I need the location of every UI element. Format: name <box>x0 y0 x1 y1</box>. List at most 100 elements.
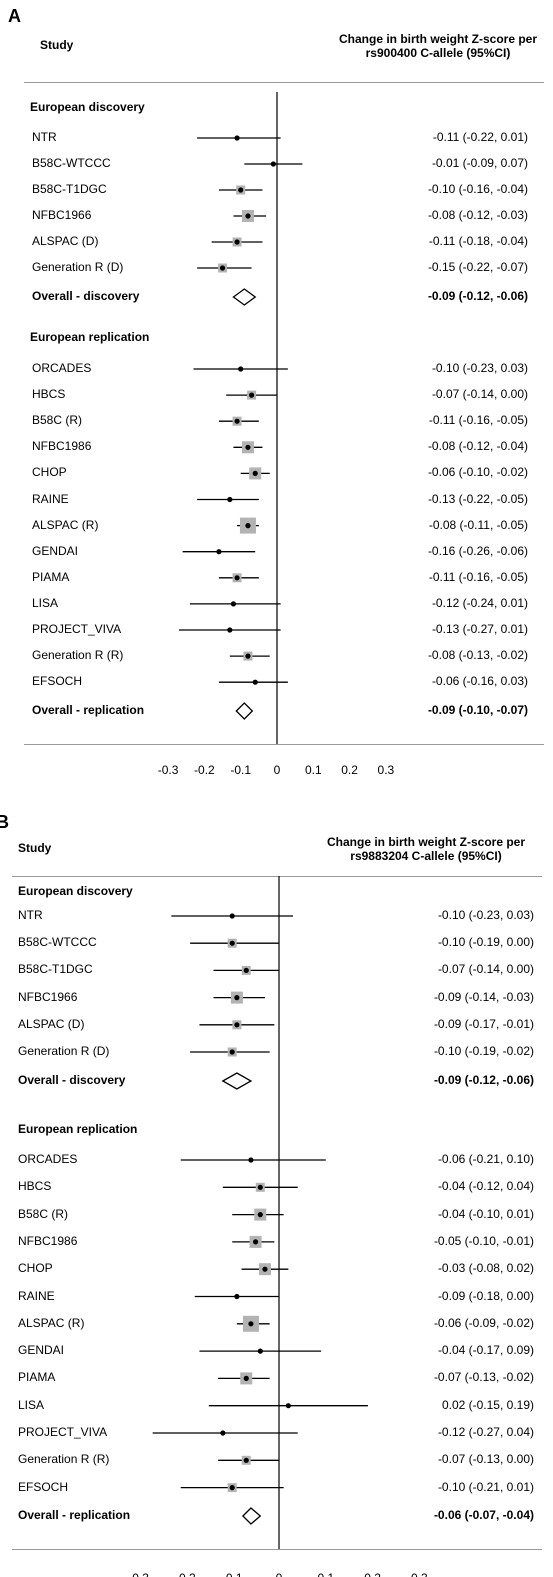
point-estimate <box>252 679 258 685</box>
estimate-ci-text: -0.08 (-0.13, -0.02) <box>427 648 528 663</box>
point-estimate <box>243 967 249 973</box>
point-estimate <box>234 239 240 245</box>
study-name: HBCS <box>32 387 66 402</box>
estimate-ci-text: -0.10 (-0.16, -0.04) <box>427 182 528 196</box>
estimate-ci-text: -0.08 (-0.11, -0.05) <box>428 517 528 532</box>
x-tick-label: 0.2 <box>364 1571 381 1577</box>
x-tick-label: -0.3 <box>158 763 179 777</box>
point-estimate <box>234 1293 240 1300</box>
estimate-ci-text: -0.06 (-0.09, -0.02) <box>433 1315 534 1330</box>
x-tick-label: -0.1 <box>230 763 251 777</box>
estimate-ci-text: -0.05 (-0.10, -0.01) <box>433 1233 534 1248</box>
study-name: RAINE <box>32 491 69 506</box>
overall-label: Overall - discovery <box>18 1073 126 1087</box>
estimate-ci-text: -0.06 (-0.21, 0.10) <box>437 1152 534 1166</box>
estimate-ci-text: -0.09 (-0.12, -0.06) <box>433 1073 534 1087</box>
point-estimate <box>216 549 222 555</box>
point-estimate <box>234 575 240 581</box>
estimate-ci-text: -0.04 (-0.12, 0.04) <box>437 1179 534 1194</box>
x-tick-label: -0.2 <box>194 763 215 777</box>
study-name: Generation R (D) <box>32 260 124 274</box>
point-estimate <box>220 1430 226 1436</box>
study-name: LISA <box>18 1397 45 1412</box>
estimate-ci-text: -0.10 (-0.23, 0.03) <box>437 908 534 922</box>
effect-header-line-2: rs9883204 C-allele (95%CI) <box>350 849 502 863</box>
x-tick-label: 0.1 <box>305 763 322 777</box>
estimate-ci-text: -0.11 (-0.18, -0.04) <box>428 234 528 248</box>
study-column-header: Study <box>18 841 52 855</box>
bottom-rule <box>12 1549 542 1550</box>
study-name: CHOP <box>18 1261 53 1276</box>
effect-column-header: Change in birth weight Z-score per rs988… <box>306 835 546 863</box>
estimate-ci-text: -0.10 (-0.19, 0.00) <box>437 935 534 950</box>
estimate-ci-text: -0.04 (-0.17, 0.09) <box>437 1343 534 1358</box>
study-name: GENDAI <box>18 1343 65 1358</box>
pooled-estimate-diamond <box>235 702 254 720</box>
pooled-estimate-diamond <box>221 1072 253 1090</box>
x-tick-label: -0.1 <box>222 1571 243 1577</box>
point-estimate <box>245 444 251 450</box>
study-name: ORCADES <box>32 361 92 375</box>
estimate-ci-text: -0.10 (-0.21, 0.01) <box>437 1479 534 1494</box>
effect-header-line-2: rs900400 C-allele (95%CI) <box>365 46 511 60</box>
point-estimate <box>229 940 235 946</box>
study-name: B58C-WTCCC <box>32 156 111 170</box>
study-name: PIAMA <box>18 1370 56 1385</box>
pooled-estimate-diamond <box>232 288 257 306</box>
point-estimate <box>234 1022 240 1028</box>
estimate-ci-text: -0.07 (-0.13, 0.00) <box>437 1452 534 1467</box>
study-name: CHOP <box>32 465 67 480</box>
point-estimate <box>248 1157 254 1163</box>
top-rule <box>24 82 544 83</box>
study-name: NFBC1986 <box>18 1233 78 1248</box>
point-estimate <box>238 187 244 193</box>
point-estimate <box>285 1403 291 1409</box>
point-estimate <box>253 1239 259 1245</box>
study-name: NTR <box>18 908 43 922</box>
point-estimate <box>234 135 240 141</box>
point-estimate <box>245 523 251 529</box>
point-estimate <box>257 1348 263 1354</box>
estimate-ci-text: -0.07 (-0.14, 0.00) <box>431 387 528 402</box>
study-name: B58C (R) <box>32 413 83 428</box>
top-rule <box>12 876 542 877</box>
estimate-ci-text: -0.03 (-0.08, 0.02) <box>437 1261 534 1276</box>
estimate-ci-text: -0.09 (-0.14, -0.03) <box>433 989 534 1004</box>
estimate-ci-text: -0.11 (-0.22, 0.01) <box>432 130 528 144</box>
point-estimate <box>229 1485 235 1491</box>
overall-label: Overall - replication <box>18 1508 131 1522</box>
study-name: HBCS <box>18 1179 52 1194</box>
overall-label: Overall - replication <box>32 703 145 717</box>
estimate-ci-text: -0.10 (-0.19, -0.02) <box>433 1044 534 1058</box>
point-estimate <box>227 627 233 633</box>
study-name: EFSOCH <box>32 674 83 689</box>
study-name: B58C-WTCCC <box>18 935 97 950</box>
bottom-rule <box>24 744 544 745</box>
study-name: ORCADES <box>18 1152 78 1166</box>
study-name: B58C-T1DGC <box>18 962 93 977</box>
estimate-ci-text: -0.10 (-0.23, 0.03) <box>431 361 528 375</box>
study-name: NTR <box>32 130 57 144</box>
estimate-ci-text: -0.11 (-0.16, -0.05) <box>428 413 528 428</box>
estimate-ci-text: -0.11 (-0.16, -0.05) <box>428 569 528 584</box>
x-tick-label: 0.3 <box>378 763 395 777</box>
study-name: Generation R (R) <box>32 648 124 663</box>
point-estimate <box>248 1321 254 1327</box>
point-estimate <box>252 470 258 476</box>
point-estimate <box>227 496 233 503</box>
estimate-ci-text: -0.04 (-0.10, 0.01) <box>437 1206 534 1221</box>
estimate-ci-text: -0.13 (-0.27, 0.01) <box>431 622 528 636</box>
estimate-ci-text: -0.09 (-0.12, -0.06) <box>427 289 528 303</box>
point-estimate <box>234 995 240 1001</box>
point-estimate <box>257 1184 263 1190</box>
panel-letter: B <box>0 812 9 832</box>
estimate-ci-text: -0.07 (-0.14, 0.00) <box>437 962 534 977</box>
study-name: B58C-T1DGC <box>32 182 107 196</box>
effect-header-line-1: Change in birth weight Z-score per <box>338 32 538 46</box>
effect-column-header: Change in birth weight Z-score per rs900… <box>318 32 553 60</box>
estimate-ci-text: -0.12 (-0.24, 0.01) <box>431 595 528 610</box>
section-heading: European replication <box>30 330 150 344</box>
point-estimate <box>262 1266 268 1272</box>
point-estimate <box>234 418 240 424</box>
point-estimate <box>219 265 226 271</box>
